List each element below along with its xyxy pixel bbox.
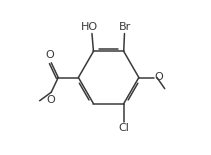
Text: HO: HO — [81, 22, 98, 32]
Text: O: O — [46, 95, 55, 105]
Text: O: O — [45, 50, 54, 60]
Text: Br: Br — [119, 22, 131, 32]
Text: Cl: Cl — [118, 123, 129, 133]
Text: O: O — [154, 72, 163, 82]
